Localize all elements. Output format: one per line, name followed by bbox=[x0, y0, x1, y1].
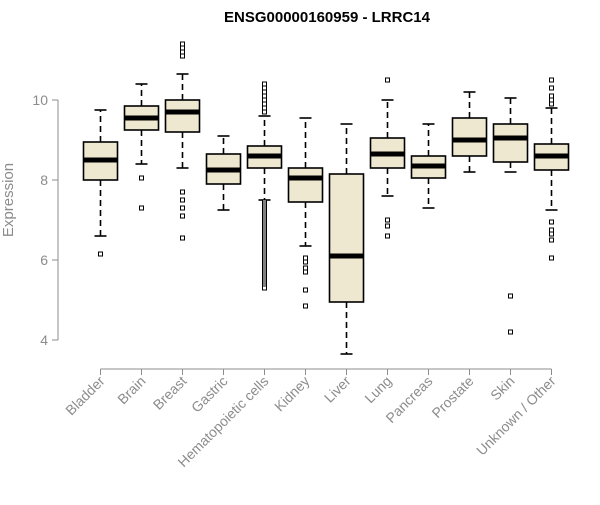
box-breast bbox=[164, 41, 201, 241]
x-tick-label: Bladder bbox=[62, 373, 108, 419]
outlier-point bbox=[180, 189, 185, 195]
outlier-point bbox=[180, 205, 185, 211]
outlier-point bbox=[180, 235, 185, 241]
x-tick-label: Breast bbox=[150, 373, 190, 413]
y-tick-label: 4 bbox=[40, 332, 48, 348]
outlier-point bbox=[180, 197, 185, 203]
y-axis-label: Expression bbox=[0, 163, 17, 237]
box-gastric bbox=[205, 135, 242, 211]
y-axis: 4 6 8 10 bbox=[32, 92, 59, 348]
outlier-point bbox=[385, 233, 390, 239]
outlier-point bbox=[262, 97, 267, 103]
outlier-point bbox=[549, 231, 554, 237]
outlier-point bbox=[180, 49, 185, 55]
outlier-point bbox=[180, 41, 185, 47]
boxes-group bbox=[82, 41, 570, 355]
box-unknown-other bbox=[533, 77, 570, 261]
x-tick-label: Liver bbox=[321, 373, 354, 406]
outlier-point bbox=[180, 213, 185, 219]
outlier-point bbox=[385, 217, 390, 223]
outlier-point bbox=[180, 53, 185, 59]
outlier-point bbox=[98, 251, 103, 257]
outlier-point bbox=[549, 227, 554, 233]
y-tick-label: 10 bbox=[32, 92, 48, 108]
outlier-point bbox=[262, 285, 267, 291]
iqr-box bbox=[328, 173, 365, 303]
outlier-point bbox=[303, 287, 308, 293]
iqr-box bbox=[287, 167, 324, 203]
outlier-point bbox=[262, 109, 267, 115]
box-bladder bbox=[82, 109, 119, 257]
x-tick-label: Brain bbox=[114, 373, 148, 407]
outlier-point bbox=[262, 81, 267, 87]
outlier-point bbox=[508, 329, 513, 335]
y-tick-label: 8 bbox=[40, 172, 48, 188]
box-skin bbox=[492, 97, 529, 335]
box-lung bbox=[369, 77, 406, 239]
outlier-point bbox=[303, 255, 308, 261]
outlier-point bbox=[139, 205, 144, 211]
x-tick-label: Kidney bbox=[271, 373, 313, 415]
outlier-point bbox=[262, 89, 267, 95]
box-hematopoietic-cells bbox=[246, 81, 283, 291]
x-tick-label: Skin bbox=[487, 373, 518, 404]
chart-title: ENSG00000160959 - LRRC14 bbox=[224, 9, 431, 26]
outlier-point bbox=[549, 85, 554, 91]
outlier-point bbox=[549, 101, 554, 107]
box-kidney bbox=[287, 117, 324, 309]
x-tick-label: Prostate bbox=[428, 373, 476, 421]
box-pancreas bbox=[410, 123, 447, 209]
outlier-point bbox=[262, 85, 267, 91]
x-tick-label: Lung bbox=[361, 373, 394, 406]
outlier-point bbox=[180, 45, 185, 51]
outlier-point bbox=[139, 175, 144, 181]
outlier-point bbox=[549, 93, 554, 99]
iqr-box bbox=[164, 99, 201, 133]
outlier-point bbox=[549, 77, 554, 83]
outlier-point bbox=[549, 255, 554, 261]
box-brain bbox=[123, 83, 160, 211]
outlier-point bbox=[262, 101, 267, 107]
outlier-point bbox=[385, 223, 390, 229]
box-liver bbox=[328, 123, 365, 355]
outlier-point bbox=[549, 97, 554, 103]
outlier-point bbox=[549, 219, 554, 225]
outlier-point bbox=[262, 105, 267, 111]
outlier-point bbox=[303, 265, 308, 271]
iqr-box bbox=[451, 117, 488, 157]
outlier-point bbox=[303, 269, 308, 275]
box-prostate bbox=[451, 91, 488, 173]
outlier-point bbox=[262, 93, 267, 99]
iqr-box bbox=[492, 123, 529, 163]
outlier-point bbox=[508, 293, 513, 299]
y-tick-label: 6 bbox=[40, 252, 48, 268]
outlier-point bbox=[549, 237, 554, 243]
outlier-point bbox=[303, 303, 308, 309]
outlier-point bbox=[385, 77, 390, 83]
outlier-point bbox=[303, 259, 308, 265]
